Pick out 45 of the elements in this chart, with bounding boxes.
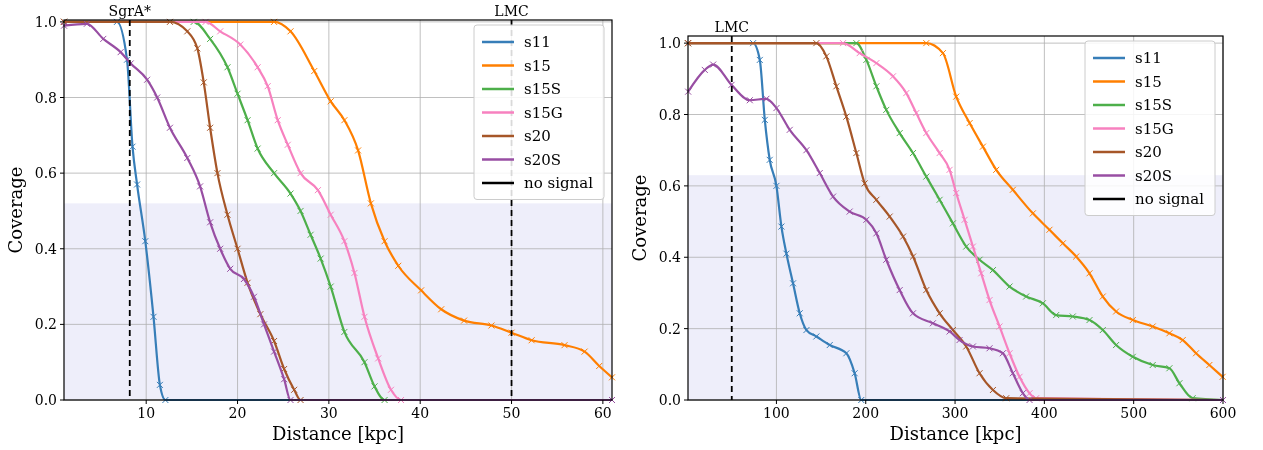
legend-label: s15S — [524, 80, 562, 98]
y-tick-label: 0.6 — [658, 177, 682, 194]
y-tick-label: 0.4 — [34, 240, 58, 257]
legend-label: no signal — [524, 174, 594, 192]
x-tick-label: 10 — [137, 405, 156, 421]
y-tick-label: 1.0 — [34, 13, 57, 30]
legend-label: s20S — [524, 150, 562, 169]
ref-line-label: LMC — [714, 19, 749, 35]
y-tick-label: 1.0 — [658, 35, 681, 52]
y-axis-title: Coverage — [5, 166, 26, 254]
x-tick-label: 400 — [1031, 405, 1058, 421]
y-tick-label: 0.0 — [34, 392, 57, 408]
ref-line-label: LMC — [494, 3, 529, 19]
y-tick-label: 0.0 — [658, 392, 681, 408]
y-axis-title: Coverage — [629, 174, 650, 262]
legend-label: s15G — [524, 103, 563, 122]
x-tick-label: 600 — [1209, 405, 1237, 421]
y-tick-label: 0.8 — [658, 106, 681, 123]
legend-label: s15 — [524, 56, 551, 75]
x-tick-label: 300 — [941, 405, 969, 421]
x-axis-title: Distance [kpc] — [889, 423, 1022, 444]
legend-label: s20 — [1135, 143, 1162, 161]
y-tick-label: 0.2 — [34, 316, 57, 333]
legend-label: s20S — [1135, 166, 1173, 185]
x-tick-label: 30 — [319, 405, 338, 421]
legend-label: no signal — [1135, 190, 1205, 208]
legend-label: s15G — [1135, 119, 1174, 138]
x-axis-title: Distance [kpc] — [272, 423, 404, 444]
legend-label: s11 — [524, 33, 551, 51]
x-tick-label: 60 — [593, 405, 612, 421]
y-tick-label: 0.2 — [658, 320, 681, 337]
x-tick-label: 500 — [1120, 405, 1148, 421]
x-tick-label: 200 — [852, 405, 880, 421]
x-tick-label: 100 — [763, 405, 790, 421]
x-tick-label: 50 — [502, 405, 521, 421]
y-tick-label: 0.4 — [658, 249, 682, 266]
y-tick-label: 0.6 — [34, 165, 58, 182]
legend-label: s11 — [1135, 49, 1162, 67]
x-tick-label: 40 — [411, 405, 430, 421]
legend-label: s15 — [1135, 72, 1162, 91]
legend-label: s20 — [524, 127, 551, 145]
x-tick-label: 20 — [228, 405, 247, 421]
ref-line-label: SgrA* — [108, 3, 151, 19]
y-tick-label: 0.8 — [34, 89, 57, 106]
legend-label: s15S — [1135, 96, 1173, 114]
